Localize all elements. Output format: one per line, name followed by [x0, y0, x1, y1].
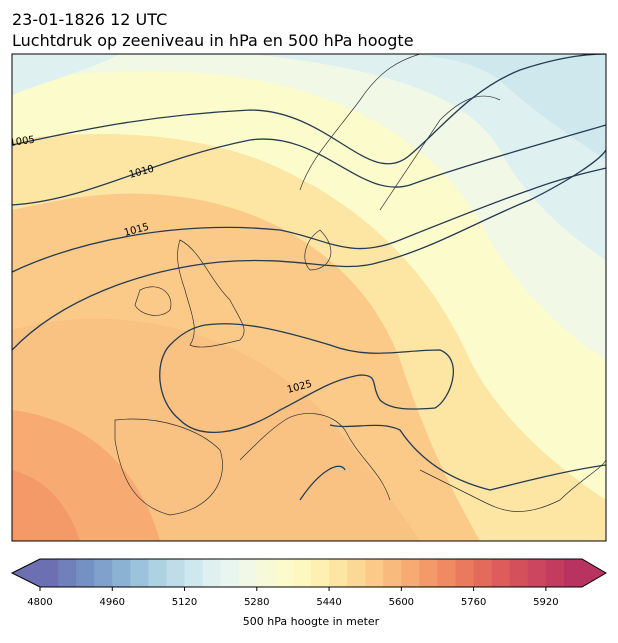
colorbar-bin — [563, 559, 583, 587]
colorbar-bin — [220, 559, 240, 587]
colorbar-bin — [527, 559, 547, 587]
title: Luchtdruk op zeeniveau in hPa en 500 hPa… — [12, 31, 414, 50]
map-fill — [12, 54, 120, 95]
colorbar-bin — [329, 559, 348, 587]
colorbar-bin — [76, 559, 95, 587]
colorbar-tick-label: 5120 — [172, 597, 197, 608]
colorbar-bin — [202, 559, 222, 587]
map-fill — [250, 54, 606, 260]
colorbar-bin — [383, 559, 402, 587]
colorbar-bin — [545, 559, 565, 587]
colorbar-bin — [130, 559, 149, 587]
colorbar-bin — [401, 559, 420, 587]
colorbar-extend — [582, 559, 606, 587]
colorbar-bin — [311, 559, 330, 587]
colorbar-bin — [274, 559, 294, 587]
contour-label: 1005 — [9, 135, 36, 149]
date: 23-01-1826 12 UTC — [12, 10, 167, 29]
colorbar-bin — [94, 559, 113, 587]
colorbar-frame — [10, 558, 607, 588]
colorbar-bin — [347, 559, 366, 587]
colorbar-bin — [509, 559, 529, 587]
colorbar-bin — [419, 559, 438, 587]
colorbar-bin — [40, 559, 59, 587]
colorbar-bin — [292, 559, 312, 587]
colorbar-bin — [455, 559, 475, 587]
colorbar-bin — [491, 559, 511, 587]
colorbar-bin — [365, 559, 384, 587]
map-fill — [400, 54, 606, 160]
colorbar-tick-label: 5600 — [389, 597, 414, 608]
colorbar-tick-label: 4800 — [27, 597, 52, 608]
colorbar-bin — [184, 559, 204, 587]
isobar — [12, 54, 606, 501]
colorbar-bin — [473, 559, 493, 587]
map-fill — [12, 470, 80, 541]
colorbar-bin — [166, 559, 186, 587]
coastline — [114, 54, 606, 516]
colorbar-label: 500 hPa hoogte in meter — [243, 615, 380, 628]
colorbar-bin — [238, 559, 258, 587]
colorbar-bin — [437, 559, 457, 587]
colorbar-bin — [58, 559, 77, 587]
colorbar-extend — [12, 559, 40, 587]
colorbar-bin — [256, 559, 276, 587]
colorbar-bin — [112, 559, 131, 587]
colorbar-tick-label: 5920 — [533, 597, 558, 608]
colorbar-tick-label: 5280 — [244, 597, 269, 608]
colorbar-tick-label: 5760 — [461, 597, 486, 608]
map-frame — [11, 53, 607, 542]
colorbar-tick-label: 4960 — [100, 597, 125, 608]
colorbar: 4800 4960 5120 5280 5440 5600 5760 5920 500 hPa … — [10, 558, 607, 628]
colorbar-tick-label: 5440 — [316, 597, 341, 608]
colorbar-bin — [148, 559, 167, 587]
map-fill — [12, 54, 606, 360]
